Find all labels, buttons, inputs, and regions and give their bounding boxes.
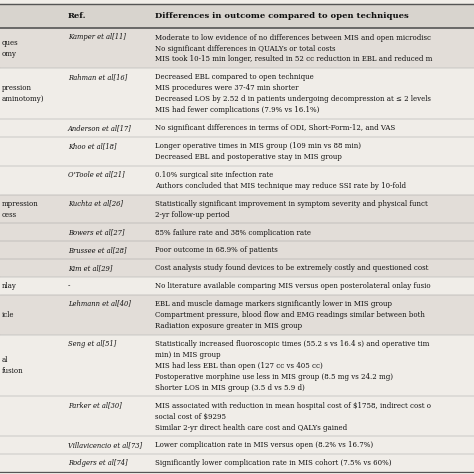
Bar xyxy=(0,28,474,68)
Text: ques: ques xyxy=(2,39,18,47)
Text: nlay: nlay xyxy=(2,282,17,290)
Bar xyxy=(0,277,474,295)
Text: Radiation exposure greater in MIS group: Radiation exposure greater in MIS group xyxy=(155,322,302,330)
Text: Poor outcome in 68.9% of patients: Poor outcome in 68.9% of patients xyxy=(155,246,278,255)
Text: EBL and muscle damage markers significantly lower in MIS group: EBL and muscle damage markers significan… xyxy=(155,300,392,308)
Bar xyxy=(0,436,474,454)
Text: Statistically significant improvement in symptom severity and physical funct: Statistically significant improvement in… xyxy=(155,200,428,208)
Bar xyxy=(0,195,474,223)
Text: Villavicencio et al[73]: Villavicencio et al[73] xyxy=(68,441,142,449)
Bar xyxy=(0,223,474,241)
Text: Ref.: Ref. xyxy=(68,12,86,20)
Text: fusion: fusion xyxy=(2,367,24,375)
Text: Parker et al[30]: Parker et al[30] xyxy=(68,401,122,410)
Text: Shorter LOS in MIS group (3.5 d vs 5.9 d): Shorter LOS in MIS group (3.5 d vs 5.9 d… xyxy=(155,383,305,392)
Bar xyxy=(0,166,474,195)
Bar xyxy=(0,119,474,137)
Text: Cost analysis study found devices to be extremely costly and questioned cost: Cost analysis study found devices to be … xyxy=(155,264,428,272)
Text: cess: cess xyxy=(2,210,17,219)
Text: social cost of $9295: social cost of $9295 xyxy=(155,412,226,420)
Bar xyxy=(0,454,474,472)
Text: MIS took 10-15 min longer, resulted in 52 cc reduction in EBL and reduced m: MIS took 10-15 min longer, resulted in 5… xyxy=(155,55,432,64)
Text: Rahman et al[16]: Rahman et al[16] xyxy=(68,73,127,81)
Text: Lower complication rate in MIS versus open (8.2% vs 16.7%): Lower complication rate in MIS versus op… xyxy=(155,441,373,449)
Text: Decreased EBL and postoperative stay in MIS group: Decreased EBL and postoperative stay in … xyxy=(155,153,342,161)
Text: icle: icle xyxy=(2,311,15,319)
Text: Longer operative times in MIS group (109 min vs 88 min): Longer operative times in MIS group (109… xyxy=(155,142,361,150)
Text: Rodgers et al[74]: Rodgers et al[74] xyxy=(68,459,128,467)
Text: No significant differences in QUALYs or total costs: No significant differences in QUALYs or … xyxy=(155,45,336,53)
Text: Significantly lower complication rate in MIS cohort (7.5% vs 60%): Significantly lower complication rate in… xyxy=(155,459,392,467)
Text: MIS procedures were 37-47 min shorter: MIS procedures were 37-47 min shorter xyxy=(155,84,299,92)
Text: Khoo et al[18]: Khoo et al[18] xyxy=(68,142,117,150)
Text: Differences in outcome compared to open techniques: Differences in outcome compared to open … xyxy=(155,12,409,20)
Text: No significant differences in terms of ODI, Short-Form-12, and VAS: No significant differences in terms of O… xyxy=(155,124,395,132)
Bar xyxy=(0,295,474,335)
Text: al: al xyxy=(2,356,9,364)
Text: Anderson et al[17]: Anderson et al[17] xyxy=(68,124,132,132)
Text: Similar 2-yr direct health care cost and QALYs gained: Similar 2-yr direct health care cost and… xyxy=(155,424,347,431)
Text: min) in MIS group: min) in MIS group xyxy=(155,351,220,359)
Text: pression: pression xyxy=(2,84,32,92)
Bar xyxy=(0,241,474,259)
Text: aminotomy): aminotomy) xyxy=(2,95,45,103)
Bar xyxy=(0,4,474,28)
Text: Brussee et al[28]: Brussee et al[28] xyxy=(68,246,127,254)
Text: MIS had fewer complications (7.9% vs 16.1%): MIS had fewer complications (7.9% vs 16.… xyxy=(155,106,319,114)
Text: Seng et al[51]: Seng et al[51] xyxy=(68,339,116,347)
Text: MIS associated with reduction in mean hospital cost of $1758, indirect cost o: MIS associated with reduction in mean ho… xyxy=(155,401,431,410)
Text: mpression: mpression xyxy=(2,200,39,208)
Bar xyxy=(0,68,474,119)
Bar xyxy=(0,137,474,166)
Text: Kuchta et al[26]: Kuchta et al[26] xyxy=(68,200,123,208)
Text: -: - xyxy=(68,282,71,290)
Text: Moderate to low evidence of no differences between MIS and open microdisc: Moderate to low evidence of no differenc… xyxy=(155,34,431,42)
Text: Postoperative morphine use less in MIS group (8.5 mg vs 24.2 mg): Postoperative morphine use less in MIS g… xyxy=(155,373,393,381)
Text: Decreased LOS by 2.52 d in patients undergoing decompression at ≤ 2 levels: Decreased LOS by 2.52 d in patients unde… xyxy=(155,95,431,103)
Bar xyxy=(0,335,474,396)
Text: 2-yr follow-up period: 2-yr follow-up period xyxy=(155,210,229,219)
Text: Lehmann et al[40]: Lehmann et al[40] xyxy=(68,300,131,308)
Text: Authors concluded that MIS technique may reduce SSI rate by 10-fold: Authors concluded that MIS technique may… xyxy=(155,182,406,190)
Text: 85% failure rate and 38% complication rate: 85% failure rate and 38% complication ra… xyxy=(155,228,311,237)
Bar xyxy=(0,259,474,277)
Text: Bowers et al[27]: Bowers et al[27] xyxy=(68,228,125,237)
Text: Compartment pressure, blood flow and EMG readings similar between both: Compartment pressure, blood flow and EMG… xyxy=(155,311,425,319)
Text: Decreased EBL compared to open technique: Decreased EBL compared to open technique xyxy=(155,73,314,82)
Text: omy: omy xyxy=(2,50,17,58)
Text: Statistically increased fluoroscopic times (55.2 s vs 16.4 s) and operative tim: Statistically increased fluoroscopic tim… xyxy=(155,340,429,348)
Text: Kim et al[29]: Kim et al[29] xyxy=(68,264,112,272)
Text: MIS had less EBL than open (127 cc vs 405 cc): MIS had less EBL than open (127 cc vs 40… xyxy=(155,362,323,370)
Text: 0.10% surgical site infection rate: 0.10% surgical site infection rate xyxy=(155,171,273,179)
Text: Kamper et al[11]: Kamper et al[11] xyxy=(68,33,126,41)
Text: O'Toole et al[21]: O'Toole et al[21] xyxy=(68,171,125,179)
Text: No literature available comparing MIS versus open posterolateral onlay fusio: No literature available comparing MIS ve… xyxy=(155,282,430,290)
Bar xyxy=(0,396,474,436)
